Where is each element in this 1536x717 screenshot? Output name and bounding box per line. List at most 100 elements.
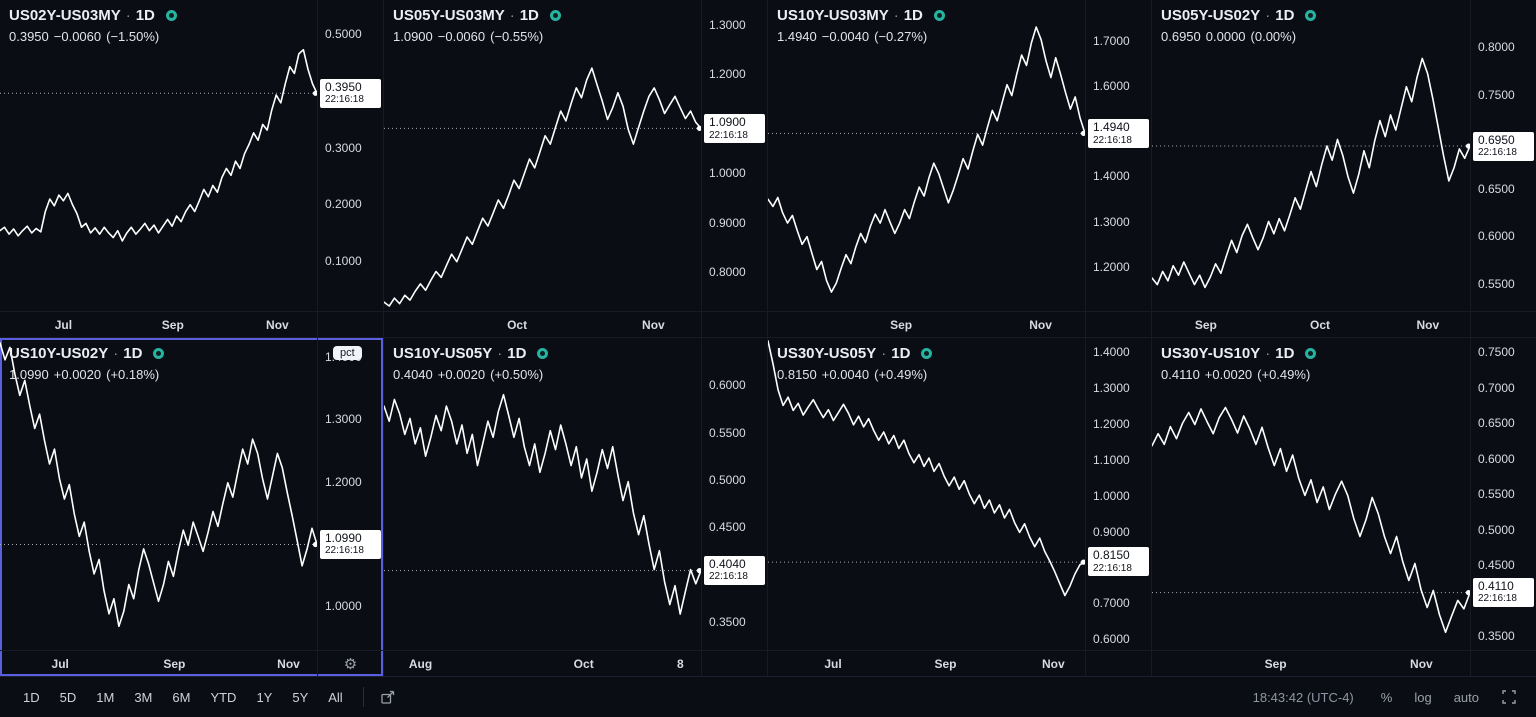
x-tick-label: Aug xyxy=(408,656,433,671)
chart-plot-area[interactable]: US10Y-US05Y · 1D 0.4040 +0.0020 (+0.50%) xyxy=(384,338,701,650)
y-tick-label: 1.1000 xyxy=(1093,452,1130,467)
symbol-name[interactable]: US02Y-US03MY xyxy=(9,7,121,24)
clock[interactable]: 18:43:42 (UTC-4) xyxy=(1252,689,1354,705)
legend-values: 0.6950 0.0000 (0.00%) xyxy=(1161,29,1316,44)
y-tick-label: 0.1000 xyxy=(325,253,362,268)
chart-panel[interactable]: US30Y-US05Y · 1D 0.8150 +0.0040 (+0.49%)… xyxy=(768,338,1152,676)
time-scale[interactable]: Jul Sep Nov xyxy=(0,311,317,337)
chart-plot-area[interactable]: US10Y-US02Y · 1D 1.0990 +0.0020 (+0.18%) xyxy=(0,338,317,650)
interval-label[interactable]: 1D xyxy=(507,345,527,362)
chart-panel[interactable]: US10Y-US05Y · 1D 0.4040 +0.0020 (+0.50%)… xyxy=(384,338,768,676)
price-scale[interactable]: 0.4110 22:16:18 0.7500 0.7000 0.6500 0.6000… xyxy=(1470,338,1536,650)
market-status-dot-icon[interactable] xyxy=(921,348,933,359)
unit-pct-badge[interactable]: pct xyxy=(333,346,362,360)
time-scale[interactable]: Sep Nov xyxy=(768,311,1085,337)
change-value: +0.0020 xyxy=(437,367,486,382)
interval-label[interactable]: 1D xyxy=(891,345,911,362)
symbol-name[interactable]: US10Y-US02Y xyxy=(9,345,109,362)
time-scale[interactable]: Sep Nov xyxy=(1152,650,1470,676)
chart-panel[interactable]: US30Y-US10Y · 1D 0.4110 +0.0020 (+0.49%)… xyxy=(1152,338,1536,676)
legend-values: 1.0990 +0.0020 (+0.18%) xyxy=(9,367,164,382)
range-button-1d[interactable]: 1D xyxy=(14,685,49,710)
chart-plot-area[interactable]: US10Y-US03MY · 1D 1.4940 −0.0040 (−0.27%… xyxy=(768,0,1085,311)
price-label-value: 0.4110 xyxy=(1478,578,1514,593)
log-scale-button[interactable]: log xyxy=(1409,686,1436,709)
price-scale[interactable]: 0.3950 22:16:18 0.5000 0.3000 0.2000 0.1000 xyxy=(317,0,383,311)
y-tick-label: 1.4000 xyxy=(1093,345,1130,360)
price-scale[interactable]: 0.4040 22:16:18 0.6000 0.5500 0.5000 0.4500… xyxy=(701,338,767,650)
price-line-chart xyxy=(1152,406,1470,634)
chart-panel[interactable]: US05Y-US02Y · 1D 0.6950 0.0000 (0.00%) 0… xyxy=(1152,0,1536,338)
chart-panel[interactable]: US02Y-US03MY · 1D 0.3950 −0.0060 (−1.50%… xyxy=(0,0,384,338)
price-scale[interactable]: 1.4940 22:16:18 1.7000 1.6000 1.4000 1.3000… xyxy=(1085,0,1151,311)
symbol-name[interactable]: US10Y-US03MY xyxy=(777,7,889,24)
change-value: +0.0040 xyxy=(821,367,870,382)
scale-controls: 18:43:42 (UTC-4) % log auto xyxy=(1253,684,1522,710)
chart-panel[interactable]: US10Y-US03MY · 1D 1.4940 −0.0040 (−0.27%… xyxy=(768,0,1152,338)
market-status-dot-icon[interactable] xyxy=(537,348,549,359)
range-button-1m[interactable]: 1M xyxy=(87,685,123,710)
range-button-3m[interactable]: 3M xyxy=(125,685,161,710)
range-button-5d[interactable]: 5D xyxy=(51,685,86,710)
x-tick-label: Oct xyxy=(1309,317,1331,332)
settings-gear-icon[interactable]: ⚙ xyxy=(317,650,383,676)
symbol-name[interactable]: US05Y-US03MY xyxy=(393,7,505,24)
time-scale[interactable]: Jul Sep Nov xyxy=(768,650,1085,676)
percent-scale-button[interactable]: % xyxy=(1376,686,1398,709)
fullscreen-icon[interactable] xyxy=(1496,684,1522,710)
market-status-dot-icon[interactable] xyxy=(549,10,561,21)
time-scale[interactable]: Jul Sep Nov xyxy=(0,650,317,676)
time-scale[interactable]: Aug Oct 8 xyxy=(384,650,701,676)
chart-plot-area[interactable]: US05Y-US02Y · 1D 0.6950 0.0000 (0.00%) xyxy=(1152,0,1470,311)
time-scale[interactable]: Oct Nov xyxy=(384,311,701,337)
price-label-value: 0.6950 xyxy=(1478,132,1515,147)
interval-label[interactable]: 1D xyxy=(1275,345,1295,362)
symbol-name[interactable]: US10Y-US05Y xyxy=(393,345,493,362)
price-label-value: 1.4940 xyxy=(1093,119,1130,134)
current-price-label: 1.0990 22:16:18 xyxy=(320,529,381,559)
y-tick-label: 0.6000 xyxy=(1478,451,1515,466)
market-status-dot-icon[interactable] xyxy=(1305,348,1317,359)
market-status-dot-icon[interactable] xyxy=(933,10,945,21)
x-tick-label: Sep xyxy=(161,317,184,332)
interval-label[interactable]: 1D xyxy=(123,345,143,362)
symbol-name[interactable]: US05Y-US02Y xyxy=(1161,7,1261,24)
price-label-value: 1.0900 xyxy=(709,114,746,129)
price-scale[interactable]: 0.8150 22:16:18 1.4000 1.3000 1.2000 1.1000… xyxy=(1085,338,1151,650)
market-status-dot-icon[interactable] xyxy=(1305,10,1317,21)
price-line-chart xyxy=(768,340,1085,597)
pop-out-icon[interactable] xyxy=(375,684,401,710)
market-status-dot-icon[interactable] xyxy=(153,348,165,359)
axis-corner xyxy=(317,311,383,337)
symbol-name[interactable]: US30Y-US05Y xyxy=(777,345,877,362)
legend-values: 1.4940 −0.0040 (−0.27%) xyxy=(777,29,945,44)
chart-plot-area[interactable]: US30Y-US10Y · 1D 0.4110 +0.0020 (+0.49%) xyxy=(1152,338,1470,650)
range-button-ytd[interactable]: YTD xyxy=(201,685,245,710)
price-scale[interactable]: 1.0990 22:16:18 1.40001.30001.20001.0000… xyxy=(317,338,383,650)
auto-scale-button[interactable]: auto xyxy=(1449,686,1484,709)
interval-label[interactable]: 1D xyxy=(135,7,155,24)
range-button-all[interactable]: All xyxy=(319,685,351,710)
interval-label[interactable]: 1D xyxy=(903,7,923,24)
price-line-chart xyxy=(384,393,701,615)
market-status-dot-icon[interactable] xyxy=(165,10,177,21)
range-button-5y[interactable]: 5Y xyxy=(283,685,317,710)
chart-plot-area[interactable]: US30Y-US05Y · 1D 0.8150 +0.0040 (+0.49%) xyxy=(768,338,1085,650)
y-tick-label: 0.7000 xyxy=(1478,380,1515,395)
x-tick-label: Sep xyxy=(934,656,957,671)
price-scale[interactable]: 1.0900 22:16:18 1.3000 1.2000 1.0000 0.9000… xyxy=(701,0,767,311)
chart-panel[interactable]: US10Y-US02Y · 1D 1.0990 +0.0020 (+0.18%)… xyxy=(0,338,384,676)
price-label-time: 22:16:18 xyxy=(1093,134,1132,146)
chart-plot-area[interactable]: US02Y-US03MY · 1D 0.3950 −0.0060 (−1.50%… xyxy=(0,0,317,311)
chart-plot-area[interactable]: US05Y-US03MY · 1D 1.0900 −0.0060 (−0.55%… xyxy=(384,0,701,311)
interval-label[interactable]: 1D xyxy=(1275,7,1295,24)
x-tick-label: Sep xyxy=(1264,656,1287,671)
range-button-6m[interactable]: 6M xyxy=(163,685,199,710)
symbol-name[interactable]: US30Y-US10Y xyxy=(1161,345,1261,362)
interval-label[interactable]: 1D xyxy=(519,7,539,24)
time-scale[interactable]: Sep Oct Nov xyxy=(1152,311,1470,337)
range-button-1y[interactable]: 1Y xyxy=(247,685,281,710)
chart-panel[interactable]: US05Y-US03MY · 1D 1.0900 −0.0060 (−0.55%… xyxy=(384,0,768,338)
x-tick-label: Nov xyxy=(642,317,665,332)
price-scale[interactable]: 0.6950 22:16:18 0.8000 0.7500 0.6500 0.6000… xyxy=(1470,0,1536,311)
